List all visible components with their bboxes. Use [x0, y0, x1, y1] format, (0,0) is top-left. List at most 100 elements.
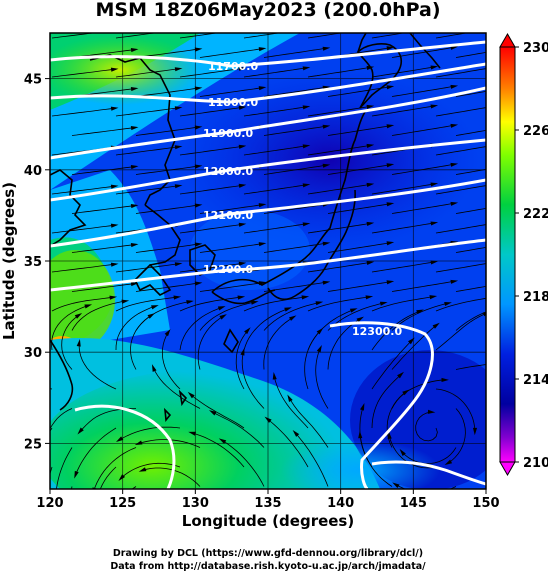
contour-line-12100: [50, 178, 486, 248]
streamline-arrowhead: [366, 104, 375, 109]
streamline: [263, 203, 327, 214]
streamline: [371, 33, 406, 39]
streamline-arrowhead: [303, 27, 311, 31]
streamline-arrowhead: [366, 260, 375, 265]
streamline: [120, 462, 181, 479]
streamline: [71, 205, 135, 214]
streamline: [115, 305, 156, 351]
colorbar-tick-label: 230: [523, 41, 548, 56]
streamline: [115, 33, 158, 39]
streamline: [327, 203, 391, 214]
streamline: [435, 263, 486, 273]
streamline-arrowhead: [360, 402, 365, 411]
streamline-arrowhead: [188, 431, 196, 436]
map-title: MSM 18Z06May2023 (200.0hPa): [95, 0, 440, 21]
x-tick-label: 135: [254, 496, 281, 511]
streamline: [71, 486, 73, 489]
streamline: [263, 47, 327, 58]
streamline: [115, 146, 179, 156]
height-contours: [50, 40, 486, 489]
streamline-arrowhead: [322, 124, 331, 129]
streamline-arrowhead: [109, 295, 118, 300]
streamline: [71, 244, 135, 253]
streamline-arrowhead: [472, 427, 478, 436]
streamline-arrowhead: [302, 183, 311, 188]
contour-label-12100: 12100.0: [203, 209, 253, 222]
streamline: [56, 447, 73, 489]
y-tick-label: 30: [24, 346, 42, 361]
colorbar-tick-label: 222: [523, 207, 548, 222]
streamline: [263, 317, 294, 370]
contour-line-12200: [50, 238, 486, 292]
streamline: [130, 314, 152, 370]
streamline: [391, 46, 455, 58]
streamline-arrowhead: [250, 300, 259, 305]
streamline-arrowhead: [386, 280, 395, 285]
streamline-arrowhead: [175, 28, 183, 32]
streamline: [243, 67, 307, 78]
streamline-arrowhead: [238, 144, 247, 149]
streamline-arrowhead: [219, 314, 227, 320]
x-tick-label: 125: [109, 496, 136, 511]
streamline: [243, 296, 306, 312]
streamline-arrowhead: [432, 322, 440, 329]
streamline: [115, 296, 178, 312]
streamline: [315, 348, 329, 409]
streamline-arrowhead: [217, 306, 226, 311]
streamline-arrowhead: [365, 295, 374, 300]
streamline-arrowhead: [482, 312, 486, 317]
streamline: [51, 305, 89, 351]
streamline: [307, 223, 371, 234]
streamline: [371, 222, 435, 234]
streamline-arrowhead: [322, 241, 331, 246]
streamline-arrowhead: [386, 163, 395, 168]
contour-line-11900: [50, 86, 486, 160]
streamline-arrowhead: [315, 301, 324, 306]
x-tick-label: 145: [400, 496, 427, 511]
contour-line-12300: [329, 321, 434, 489]
streamline: [51, 224, 115, 234]
streamline-arrowhead: [238, 105, 247, 110]
streamline-arrowhead: [238, 261, 247, 266]
lat-lon-grid: [50, 33, 486, 489]
colorbar-gradient: [499, 46, 516, 463]
streamline-arrowhead: [110, 223, 119, 228]
streamline-arrowhead: [174, 145, 183, 150]
streamline-arrowhead: [322, 163, 331, 168]
streamline-arrowhead: [514, 201, 522, 205]
contour-label-12300: 12300.0: [352, 325, 402, 338]
x-tick-label: 150: [472, 496, 499, 511]
streamline-arrowhead: [239, 28, 247, 32]
streamline-arrowhead: [174, 184, 183, 189]
x-tick-label: 120: [36, 496, 63, 511]
streamline-arrowhead: [151, 305, 159, 310]
streamline: [391, 124, 455, 136]
streamline-arrowhead: [110, 106, 119, 111]
streamline-arrowhead: [194, 242, 203, 247]
streamline: [263, 125, 327, 136]
streamline-arrowhead: [514, 162, 522, 166]
streamline: [71, 127, 135, 136]
streamline: [221, 440, 265, 487]
streamline: [243, 145, 307, 156]
streamline-arrowhead: [514, 240, 522, 244]
latitude-ticks: 25 30 35 40 45: [24, 73, 50, 452]
streamline-arrowhead: [514, 123, 522, 127]
contour-line-11800: [50, 62, 486, 104]
temperature-field-w-yellowgreen: [50, 250, 115, 350]
streamline: [115, 107, 179, 117]
streamline-arrowhead: [287, 394, 293, 402]
streamline-arrowhead: [244, 327, 251, 335]
streamline: [307, 262, 371, 273]
streamline: [391, 85, 455, 97]
colorbar-tick-label: 226: [523, 124, 548, 139]
streamline: [161, 332, 181, 390]
streamline: [179, 184, 243, 195]
streamline-arrowhead: [301, 295, 310, 300]
streamline-arrowhead: [450, 123, 459, 128]
streamline: [455, 207, 486, 214]
credit-drawing: Drawing by DCL (https://www.gfd-dennou.o…: [113, 548, 423, 559]
streamline: [371, 105, 435, 117]
streamline: [135, 126, 199, 136]
streamline: [288, 397, 329, 448]
